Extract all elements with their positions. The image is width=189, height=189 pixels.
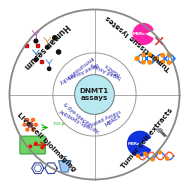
Text: Tumor cell extracts: Tumor cell extracts (120, 107, 174, 170)
Circle shape (142, 53, 145, 57)
Wedge shape (133, 24, 153, 44)
Text: Live-cell bioimaging: Live-cell bioimaging (16, 112, 77, 173)
Circle shape (142, 60, 145, 64)
Circle shape (135, 57, 139, 60)
Circle shape (11, 11, 178, 178)
Circle shape (161, 60, 164, 64)
Circle shape (34, 39, 38, 43)
Circle shape (32, 128, 34, 131)
Text: TGF-β: TGF-β (53, 122, 65, 126)
Circle shape (28, 122, 33, 127)
Circle shape (41, 146, 44, 149)
Circle shape (46, 46, 49, 49)
Circle shape (151, 158, 154, 161)
Text: Immunoaffinity: Immunoaffinity (57, 55, 93, 84)
Circle shape (53, 36, 57, 40)
Circle shape (9, 9, 180, 180)
Bar (36, 44, 39, 47)
Text: MBRe: MBRe (128, 142, 140, 146)
Text: based Assays: based Assays (67, 61, 99, 79)
Circle shape (26, 128, 29, 131)
Polygon shape (59, 161, 71, 172)
Circle shape (161, 53, 164, 57)
Circle shape (57, 50, 61, 54)
Circle shape (26, 119, 29, 121)
Circle shape (148, 61, 152, 64)
Text: based Assays: based Assays (90, 61, 122, 79)
Text: Antibody-Specific: Antibody-Specific (58, 109, 101, 136)
Circle shape (75, 75, 114, 114)
Text: based Assays: based Assays (90, 110, 122, 128)
Circle shape (47, 67, 51, 70)
Text: MSRe: MSRe (132, 32, 145, 36)
Text: DNMT1
assays: DNMT1 assays (80, 88, 109, 101)
Circle shape (167, 61, 171, 64)
Text: Human serum: Human serum (22, 22, 71, 71)
Bar (25, 44, 28, 47)
Circle shape (29, 145, 32, 148)
Text: Tumor tissue lysates: Tumor tissue lysates (105, 14, 172, 71)
Text: MBREs: MBREs (104, 113, 122, 128)
Circle shape (136, 154, 139, 157)
Circle shape (34, 123, 37, 126)
Wedge shape (128, 131, 150, 156)
Circle shape (144, 152, 147, 155)
Circle shape (155, 57, 158, 60)
Circle shape (34, 58, 38, 61)
Text: MSREs: MSREs (104, 61, 122, 76)
Text: & dye-specific: & dye-specific (62, 102, 92, 128)
FancyBboxPatch shape (20, 136, 45, 154)
Circle shape (166, 157, 169, 160)
Circle shape (35, 142, 37, 145)
Circle shape (167, 53, 171, 56)
Circle shape (23, 123, 26, 126)
Circle shape (148, 53, 152, 57)
Circle shape (32, 119, 34, 121)
Circle shape (158, 151, 161, 154)
Bar (40, 60, 43, 63)
Circle shape (135, 57, 139, 60)
Circle shape (155, 57, 158, 61)
